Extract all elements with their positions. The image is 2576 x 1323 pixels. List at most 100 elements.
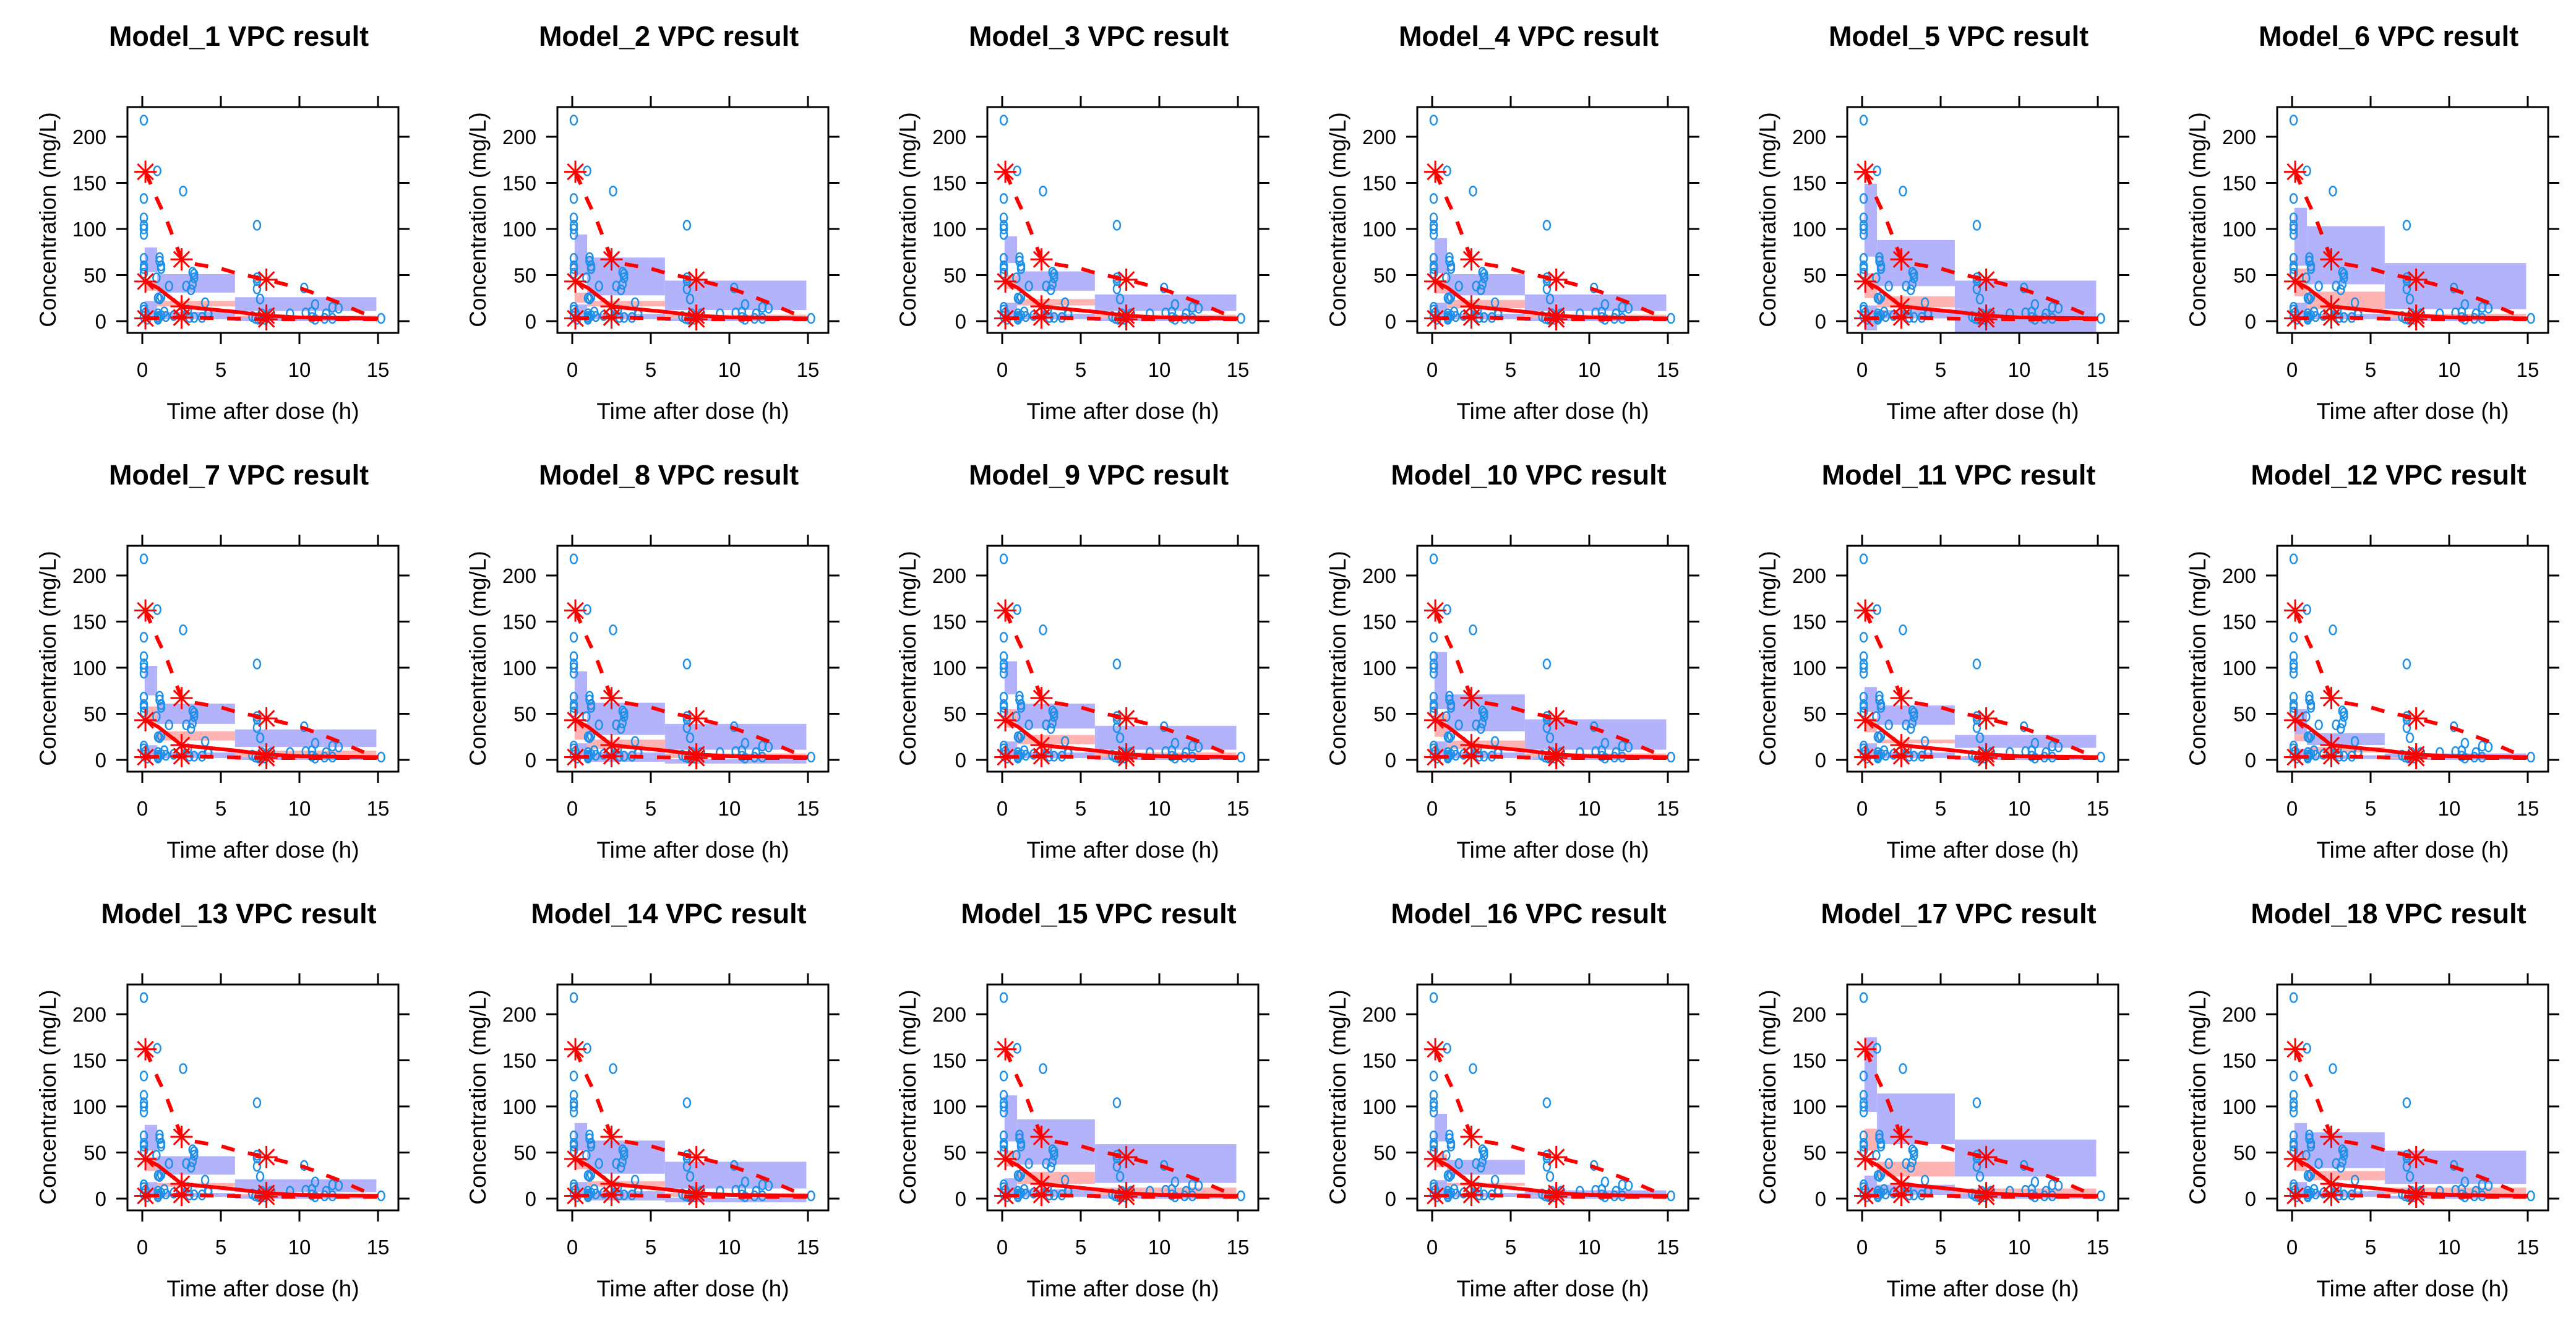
x-tick-label: 0 (1857, 797, 1868, 820)
observed-point (1429, 229, 1438, 240)
observed-median-line (1434, 1157, 1668, 1198)
observed-point (1480, 1150, 1488, 1161)
observed-point (1876, 702, 1886, 713)
observed-point (1859, 702, 1868, 713)
observed-point (2289, 1071, 2298, 1082)
observed-point (1451, 749, 1460, 761)
y-tick-label: 0 (1385, 749, 1396, 772)
observed-percentile-star (2405, 308, 2428, 331)
observed-point (139, 668, 148, 679)
observed-percentile-star (1854, 1184, 1877, 1207)
x-axis-label: Time after dose (h) (1026, 1276, 1219, 1301)
observed-median-line (144, 1157, 379, 1198)
observed-percentile-star (1854, 709, 1877, 731)
star-stroke (2322, 251, 2340, 268)
observed-point (1429, 691, 1438, 703)
observed-percentile-star (1854, 746, 1877, 769)
star-stroke (1427, 1150, 1444, 1168)
star-stroke (1857, 748, 1874, 766)
x-tick-label: 0 (1427, 797, 1438, 820)
observed-point (2340, 1150, 2348, 1161)
observed-point (1906, 284, 1915, 296)
observed-point (1899, 1063, 1907, 1074)
plot-area (134, 114, 385, 331)
observed-point (999, 1140, 1008, 1152)
x-tick-label: 15 (1227, 358, 1250, 381)
observed-point (2338, 1156, 2347, 1168)
observed-point (1429, 223, 1438, 235)
observed-point (2289, 1140, 2298, 1152)
x-axis-label: Time after dose (h) (1886, 399, 2079, 424)
observed-point (334, 741, 343, 752)
x-tick-label: 5 (1075, 797, 1086, 820)
p95-ci-band (2307, 226, 2385, 285)
y-axis-label: Concentration (mg/L) (465, 989, 491, 1205)
p5-ci-band (664, 759, 807, 764)
star-stroke (1427, 273, 1444, 290)
observed-point (1016, 1140, 1026, 1152)
star-stroke (567, 601, 584, 619)
observed-point (1972, 283, 1981, 295)
panel-title: Model_8 VPC result (539, 459, 799, 491)
y-tick-label: 150 (1792, 611, 1826, 634)
observed-point (1021, 1188, 1030, 1200)
panel-title: Model_17 VPC result (1821, 898, 2096, 929)
star-stroke (1427, 601, 1444, 619)
plot-frame (126, 545, 400, 773)
x-tick-label: 5 (215, 358, 226, 381)
observed-point (139, 263, 148, 274)
observed-point (1048, 267, 1057, 278)
observed-point (1446, 263, 1456, 274)
observed-point (1469, 1063, 1477, 1074)
x-tick-label: 10 (2438, 358, 2461, 381)
observed-point (186, 284, 195, 296)
star-stroke (2407, 1148, 2425, 1166)
star-stroke (997, 748, 1014, 766)
observed-point (252, 658, 262, 670)
observed-point (591, 1188, 600, 1200)
observed-point (2405, 293, 2415, 304)
observed-point (685, 1171, 695, 1182)
observed-percentile-star (1030, 745, 1053, 768)
observed-point (2314, 1158, 2323, 1170)
observed-point (2305, 732, 2314, 743)
star-stroke (1117, 710, 1135, 727)
observed-percentile-star (1030, 687, 1053, 710)
observed-point (682, 722, 692, 733)
y-tick-label: 100 (1362, 218, 1396, 241)
star-stroke (997, 712, 1014, 729)
observed-percentile-star (564, 746, 587, 769)
p5-ci-band (2307, 755, 2385, 759)
observed-point (139, 702, 148, 713)
plot-frame (986, 545, 1260, 773)
y-axis-label: Concentration (mg/L) (1755, 112, 1780, 327)
y-tick-label: 50 (513, 264, 536, 287)
y-tick-label: 50 (943, 264, 966, 287)
plot-area (1424, 992, 1675, 1209)
observed-percentile-star (134, 307, 157, 330)
observed-percentile-star (1115, 747, 1138, 770)
observed-point (2306, 702, 2316, 713)
observed-point (2329, 186, 2337, 197)
star-stroke (1117, 1188, 1135, 1205)
observed-point (682, 658, 692, 670)
star-stroke (1462, 1186, 1480, 1204)
y-tick-label: 200 (1792, 126, 1826, 149)
p5-ci-band (1524, 1197, 1667, 1199)
observed-point (1015, 293, 1024, 304)
panel-title: Model_10 VPC result (1391, 459, 1666, 491)
observed-point (1859, 651, 1868, 662)
observed-point (139, 632, 148, 643)
x-tick-label: 10 (1148, 1236, 1171, 1259)
x-tick-label: 5 (645, 1236, 656, 1259)
observed-point (2305, 1171, 2314, 1182)
star-stroke (1857, 601, 1874, 619)
plot-frame (2276, 106, 2549, 334)
observed-percentile-star (600, 687, 623, 710)
x-axis-label: Time after dose (h) (596, 399, 789, 424)
observed-point (2289, 193, 2298, 204)
observed-p5-line (2295, 754, 2528, 761)
plot-area (1854, 114, 2105, 332)
observed-point (569, 1130, 578, 1142)
